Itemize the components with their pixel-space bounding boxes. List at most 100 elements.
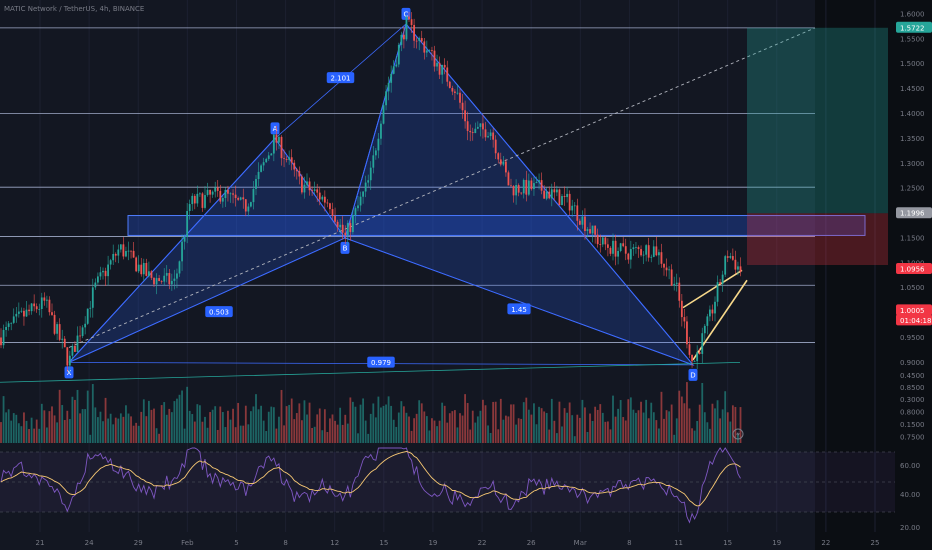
volume-bar: [397, 412, 400, 443]
candle: [660, 252, 663, 264]
volume-bar: [178, 394, 181, 443]
volume-bar: [229, 419, 232, 443]
candle: [260, 165, 262, 172]
candle: [25, 309, 28, 317]
candle: [374, 150, 377, 156]
candle: [494, 139, 497, 154]
candle: [642, 254, 645, 256]
volume-bar: [336, 424, 339, 443]
candle: [691, 354, 693, 362]
candle: [112, 253, 115, 261]
candle: [364, 182, 367, 192]
volume-bar: [729, 421, 732, 443]
volume-bar: [313, 426, 316, 443]
candle: [173, 278, 176, 281]
candle: [288, 157, 291, 160]
volume-bar: [428, 430, 431, 443]
candle: [33, 303, 36, 307]
ratio-label-bg: [205, 306, 233, 318]
volume-bar: [71, 396, 74, 443]
candle: [589, 229, 591, 234]
candle: [186, 210, 189, 237]
candle: [380, 123, 382, 139]
candle: [505, 161, 507, 173]
volume-bar: [599, 404, 602, 443]
candle: [5, 326, 7, 330]
volume-bar: [686, 382, 688, 443]
volume-bar: [527, 409, 530, 443]
volume-bar: [191, 414, 194, 443]
candle: [721, 274, 724, 284]
volume-bar: [464, 394, 466, 443]
candle: [701, 333, 704, 354]
candle: [66, 347, 69, 366]
candle: [367, 180, 370, 183]
volume-bar: [374, 417, 377, 443]
candle: [489, 132, 492, 137]
volume-bar: [362, 398, 364, 443]
candle: [543, 190, 546, 199]
volume-bar: [38, 428, 41, 443]
price-badge-bg: [896, 314, 932, 326]
volume-bar: [663, 418, 665, 443]
candle: [188, 204, 191, 211]
candle: [471, 132, 474, 134]
candle: [527, 180, 530, 195]
candle: [466, 121, 469, 131]
volume-bar: [346, 423, 349, 443]
candle: [229, 193, 232, 195]
volume-bar: [543, 411, 546, 443]
volume-bar: [632, 409, 635, 443]
candle: [163, 275, 166, 282]
volume-bar: [683, 403, 686, 443]
candle: [35, 306, 38, 310]
volume-bar: [130, 416, 132, 443]
candle: [688, 344, 691, 355]
volume-bar: [40, 403, 43, 443]
candle: [591, 225, 594, 234]
candle: [369, 167, 372, 181]
candle: [30, 303, 33, 312]
candle: [594, 225, 597, 235]
candle: [199, 193, 201, 195]
volume-bar: [204, 416, 206, 443]
volume-bar: [283, 425, 285, 443]
candle: [336, 221, 339, 228]
volume-bar: [183, 428, 186, 443]
volume-bar: [173, 401, 176, 443]
lightning-icon[interactable]: [732, 428, 744, 440]
x-tick-label: 29: [134, 539, 143, 547]
volume-bar: [505, 415, 507, 443]
y-tick-label: 1.0500: [900, 284, 925, 292]
volume-bar: [413, 418, 415, 443]
volume-bar: [387, 396, 390, 443]
volume-bar: [675, 418, 678, 443]
candle: [278, 136, 280, 143]
volume-bar: [408, 416, 410, 443]
candle: [28, 309, 30, 312]
candle: [563, 196, 566, 198]
volume-bar: [97, 417, 99, 443]
volume-bar: [545, 413, 548, 443]
candle: [352, 215, 354, 233]
volume-bar: [731, 405, 734, 443]
candle: [137, 264, 140, 272]
candle: [686, 321, 688, 345]
candle: [703, 325, 706, 334]
volume-bar: [578, 417, 581, 443]
volume-bar: [76, 389, 79, 443]
candle: [464, 110, 466, 122]
rsi-tick-label: 40.00: [900, 491, 920, 499]
candle: [362, 191, 364, 197]
volume-bar: [461, 415, 464, 443]
volume-bar: [614, 416, 617, 443]
volume-bar: [140, 411, 143, 443]
candle: [344, 232, 347, 236]
candle: [170, 280, 173, 285]
volume-bar: [321, 430, 324, 443]
candle: [624, 246, 627, 254]
volume-bar: [520, 418, 523, 443]
ratio-label: 0.979: [371, 359, 391, 367]
volume-bar: [89, 434, 92, 443]
